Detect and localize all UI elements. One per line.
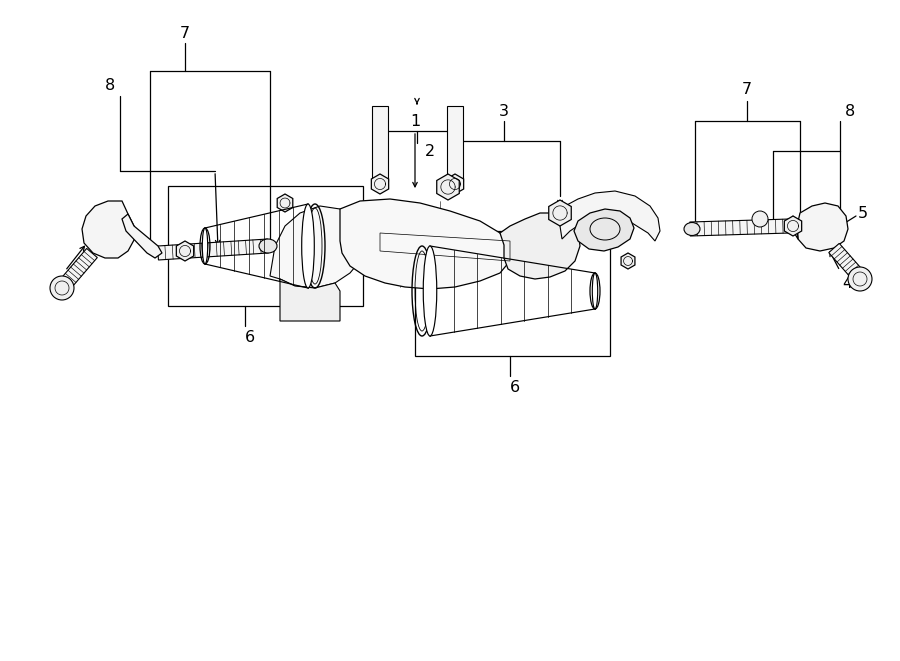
Polygon shape — [797, 203, 848, 251]
Ellipse shape — [684, 223, 700, 235]
Text: 2: 2 — [425, 143, 435, 159]
Polygon shape — [63, 249, 97, 286]
Text: 7: 7 — [742, 81, 752, 97]
Bar — [372, 106, 388, 181]
Polygon shape — [689, 219, 790, 236]
Polygon shape — [122, 214, 162, 258]
Polygon shape — [82, 201, 134, 258]
Ellipse shape — [302, 204, 314, 288]
Polygon shape — [790, 216, 798, 239]
Polygon shape — [574, 209, 634, 251]
Polygon shape — [446, 174, 464, 194]
Polygon shape — [829, 243, 861, 278]
Ellipse shape — [423, 246, 436, 336]
Polygon shape — [176, 241, 194, 261]
Circle shape — [848, 267, 872, 291]
Polygon shape — [549, 200, 572, 226]
Ellipse shape — [202, 228, 208, 264]
Polygon shape — [436, 174, 459, 200]
Polygon shape — [784, 216, 802, 236]
Ellipse shape — [592, 273, 598, 309]
Bar — [168, 186, 363, 306]
Polygon shape — [280, 279, 340, 321]
Polygon shape — [158, 239, 268, 260]
Text: 8: 8 — [105, 79, 115, 93]
Text: 6: 6 — [510, 381, 520, 395]
Polygon shape — [372, 174, 389, 194]
Text: 7: 7 — [180, 26, 190, 40]
Text: 5: 5 — [858, 206, 868, 221]
Polygon shape — [558, 191, 660, 241]
Text: 8: 8 — [845, 104, 855, 118]
Circle shape — [752, 211, 768, 227]
Circle shape — [50, 276, 74, 300]
Text: 3: 3 — [499, 104, 509, 118]
Polygon shape — [500, 213, 580, 279]
Text: 4: 4 — [53, 276, 63, 290]
Text: 1: 1 — [410, 114, 420, 128]
Polygon shape — [270, 206, 365, 288]
Polygon shape — [277, 194, 292, 212]
Bar — [415, 231, 610, 356]
Polygon shape — [621, 253, 634, 269]
Text: 6: 6 — [245, 330, 255, 346]
Polygon shape — [340, 199, 510, 289]
Ellipse shape — [259, 239, 277, 253]
Text: 4: 4 — [842, 276, 852, 290]
Bar — [447, 106, 463, 181]
